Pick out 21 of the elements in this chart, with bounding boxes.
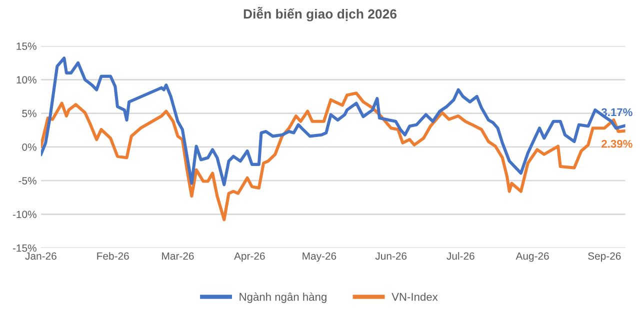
y-tick-label: 15%	[16, 42, 36, 50]
legend-label: VN-Index	[392, 292, 438, 301]
x-tick-label: Feb-26	[97, 252, 129, 260]
x-tick-label: May-26	[302, 252, 336, 262]
x-tick-label: Apr-26	[234, 252, 265, 262]
y-tick-label: 0%	[22, 143, 36, 151]
annotation: 2.39%	[602, 140, 632, 148]
x-tick-label: Jun-26	[375, 252, 407, 260]
x-tick-label: Sep-26	[588, 252, 621, 262]
x-tick-label: Jul-26	[446, 252, 474, 260]
x-tick-label: Mar-26	[162, 252, 194, 260]
annotation: 3.17%	[601, 108, 632, 116]
y-tick-label: -5%	[18, 177, 36, 184]
chart-title: Diễn biến giao dịch 2026	[244, 6, 397, 22]
y-tick-label: 10%	[16, 76, 36, 84]
legend-label: Ngành ngân hàng	[240, 292, 326, 303]
y-tick-label: -10%	[12, 210, 36, 218]
x-tick-label: Jan-26	[25, 252, 56, 260]
y-tick-label: -15%	[12, 244, 36, 252]
x-tick-label: Aug-26	[516, 252, 549, 262]
y-tick-label: 5%	[22, 110, 36, 118]
